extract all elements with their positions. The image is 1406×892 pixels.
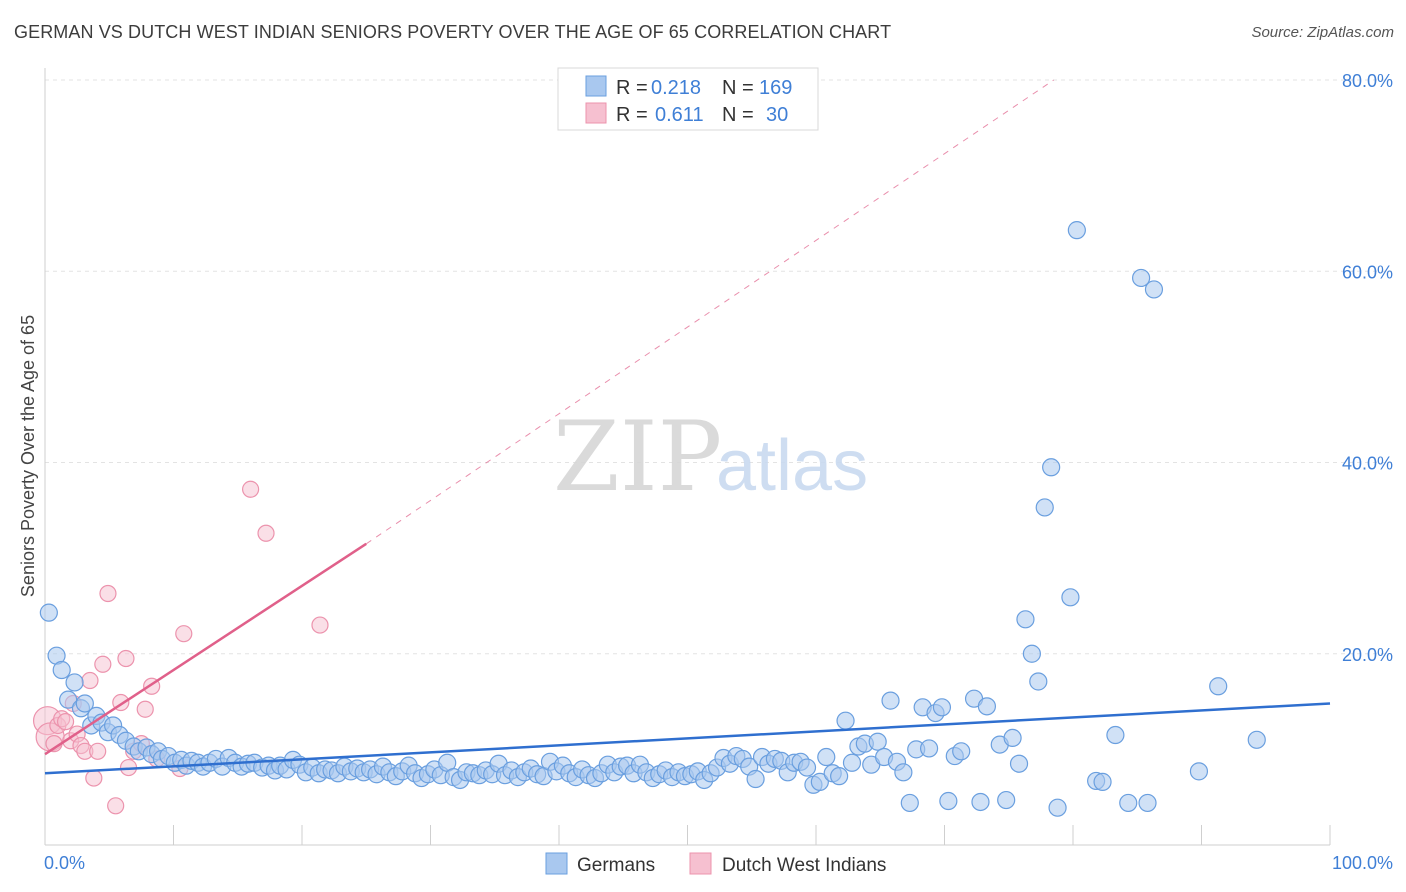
german-point xyxy=(868,732,887,751)
bottom-legend-label-dutch: Dutch West Indians xyxy=(722,855,886,876)
german-point xyxy=(900,793,919,813)
dutch-point xyxy=(257,524,275,542)
german-point xyxy=(932,698,952,717)
german-point xyxy=(797,758,817,777)
german-point xyxy=(1247,730,1266,749)
legend-box: R = 0.218 N = 169 R = 0.611 N = 30 xyxy=(557,67,819,131)
legend-r-value-dutch: 0.611 xyxy=(655,104,704,126)
german-point xyxy=(952,742,971,761)
dutch-point xyxy=(117,649,135,668)
german-point xyxy=(1132,268,1151,288)
watermark-zip: ZIP xyxy=(553,401,722,513)
legend-n-value-dutch: 30 xyxy=(766,104,788,126)
german-point xyxy=(1138,793,1157,813)
german-point xyxy=(75,694,94,713)
dutch-point xyxy=(89,742,107,760)
legend-swatch-dutch xyxy=(585,102,607,124)
trend-lines xyxy=(44,79,1331,775)
dutch-point xyxy=(242,480,260,498)
german-point xyxy=(1035,498,1054,517)
y-axis-tick-labels: 20.0% 40.0% 60.0% 80.0% xyxy=(1342,71,1393,665)
german-point xyxy=(1209,677,1228,696)
dutch-point xyxy=(175,625,193,643)
german-point xyxy=(1067,221,1086,240)
watermark-atlas: atlas xyxy=(716,426,868,506)
dutch-point xyxy=(81,671,99,690)
german-point xyxy=(817,747,836,767)
german-point xyxy=(1029,672,1048,691)
y-axis-title: Seniors Poverty Over the Age of 65 xyxy=(18,315,38,597)
german-point xyxy=(836,711,855,730)
german-point xyxy=(1003,728,1022,748)
german-point xyxy=(52,660,71,680)
german-point xyxy=(1009,754,1029,773)
y-tick-label: 40.0% xyxy=(1342,454,1393,474)
grid-lines xyxy=(45,79,1392,655)
german-point xyxy=(1144,280,1164,299)
chart-title: GERMAN VS DUTCH WEST INDIAN SENIORS POVE… xyxy=(14,22,892,42)
german-point xyxy=(1022,644,1041,663)
german-point xyxy=(1048,798,1067,817)
german-point xyxy=(881,691,900,710)
german-point xyxy=(746,769,765,789)
german-point xyxy=(830,767,849,786)
legend-swatch-german xyxy=(585,75,607,97)
y-tick-label: 20.0% xyxy=(1342,645,1393,665)
x-tick-label-max: 100.0% xyxy=(1332,853,1393,873)
legend-r-label-dutch: R = xyxy=(616,104,648,126)
german-point xyxy=(1016,610,1035,629)
germans-points xyxy=(39,221,1266,817)
german-point xyxy=(1189,762,1209,781)
dutch-point xyxy=(136,700,154,718)
german-point xyxy=(939,791,958,811)
bottom-legend: Germans Dutch West Indians xyxy=(545,852,886,876)
dutch-point xyxy=(56,713,75,731)
bottom-legend-swatch-german xyxy=(545,852,568,875)
german-point xyxy=(810,772,829,791)
dutch-trendline xyxy=(44,542,367,756)
x-tick-label-min: 0.0% xyxy=(44,853,85,873)
german-point xyxy=(1106,725,1125,745)
german-point xyxy=(997,790,1016,810)
german-point xyxy=(1042,458,1061,477)
dutch-point xyxy=(99,584,117,603)
x-axis-ticks xyxy=(173,825,1331,845)
dutch-point xyxy=(311,616,329,634)
legend-r-value-german: 0.218 xyxy=(651,77,701,99)
y-tick-label: 80.0% xyxy=(1342,71,1393,91)
y-tick-label: 60.0% xyxy=(1342,262,1393,282)
german-point xyxy=(971,792,990,812)
watermark: ZIP atlas xyxy=(553,401,868,513)
german-point xyxy=(39,603,58,622)
german-point xyxy=(1119,793,1138,813)
german-point xyxy=(65,673,84,692)
german-point xyxy=(919,739,939,758)
bottom-legend-swatch-dutch xyxy=(689,852,712,875)
dutch-point xyxy=(85,769,103,787)
legend-n-value-german: 169 xyxy=(759,77,792,99)
german-point xyxy=(1061,588,1080,607)
dutch-point xyxy=(107,797,125,815)
german-point xyxy=(842,753,862,772)
legend-n-label-dutch: N = xyxy=(722,104,754,126)
bottom-legend-label-german: Germans xyxy=(577,855,655,876)
german-point xyxy=(1093,772,1112,791)
legend-n-label-german: N = xyxy=(722,77,754,99)
german-point xyxy=(977,697,997,716)
german-trendline xyxy=(44,702,1331,775)
german-point xyxy=(894,763,913,782)
legend-r-label-german: R = xyxy=(616,77,648,99)
dutch-point xyxy=(94,655,112,673)
source-label: Source: ZipAtlas.com xyxy=(1251,24,1394,41)
